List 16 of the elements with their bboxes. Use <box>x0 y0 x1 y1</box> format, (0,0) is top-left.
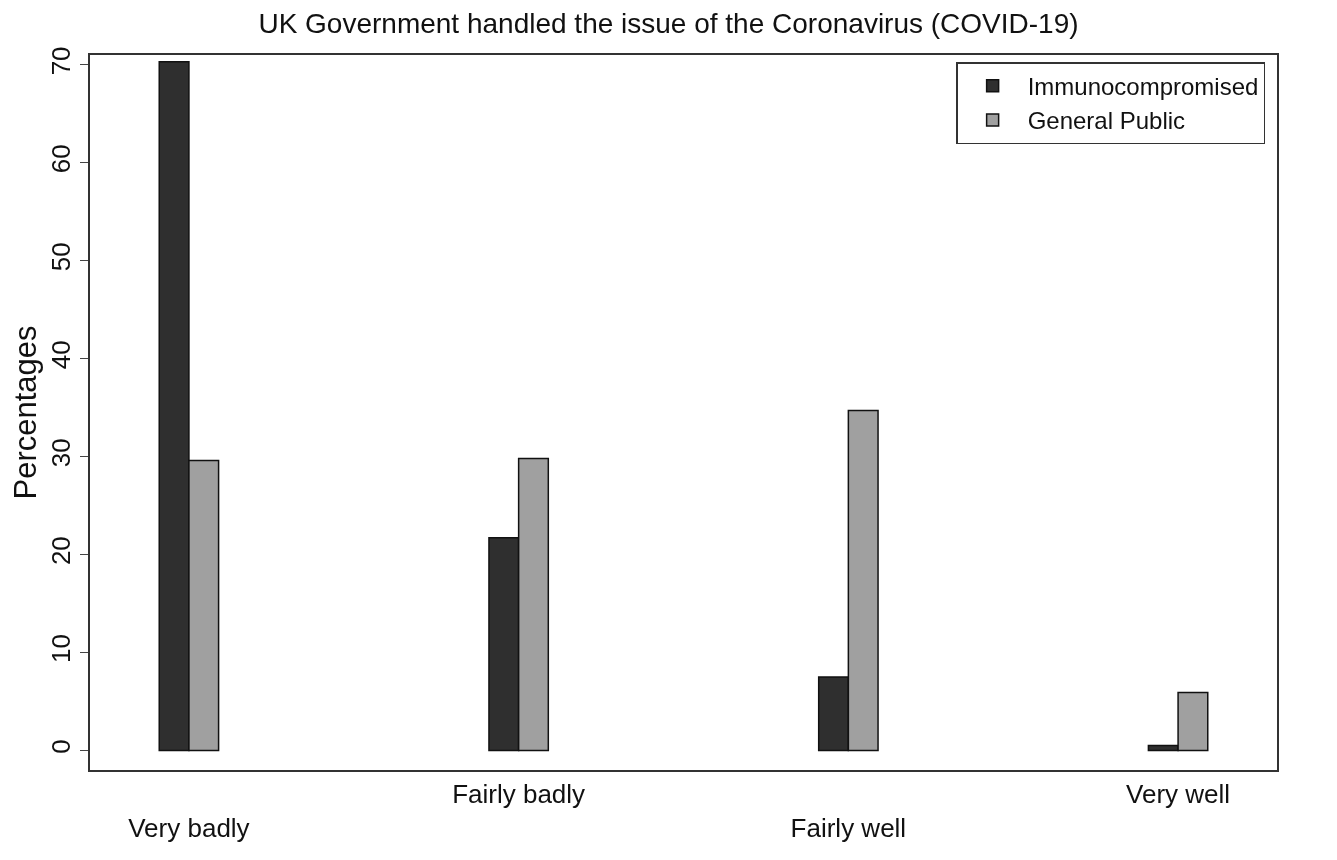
y-tick-label: 10 <box>45 634 76 664</box>
x-tick-label: Fairly well <box>790 813 907 843</box>
y-tick-label: 60 <box>45 144 76 174</box>
x-tick-label: Very badly <box>128 813 250 843</box>
y-tick-label: 70 <box>45 46 76 76</box>
y-tick-label: 40 <box>45 340 76 370</box>
legend-label: General Public <box>1027 107 1186 135</box>
x-tick-label: Fairly badly <box>452 779 586 810</box>
y-axis-title: Percentages <box>7 325 43 500</box>
y-tick-label: 20 <box>45 536 76 566</box>
x-tick-label: Very well <box>1126 779 1231 810</box>
legend-label: Immunocompromised <box>1027 73 1259 101</box>
y-tick-label: 50 <box>45 242 76 272</box>
y-tick-label: 30 <box>45 438 76 468</box>
y-tick-label: 0 <box>45 739 76 754</box>
chart-title: UK Government handled the issue of the Coronavirus (COVID-19) <box>258 7 1079 39</box>
